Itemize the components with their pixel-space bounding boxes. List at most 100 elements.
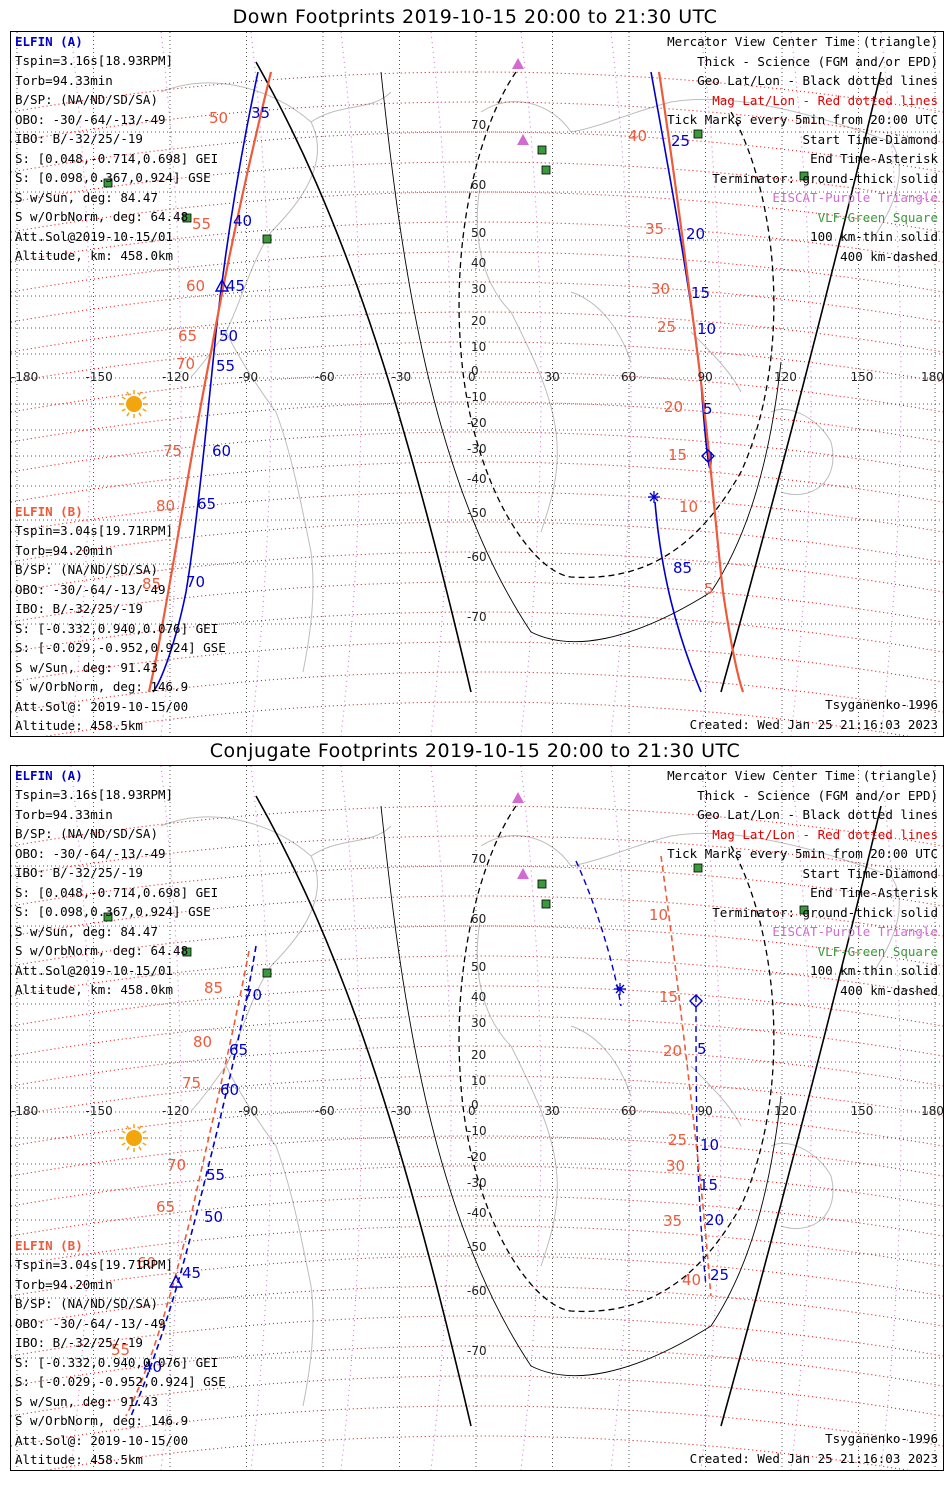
lon-tick-label: -60 [315, 1104, 335, 1118]
elfin-a-info-line: IBO: B/-32/25/-19 [15, 131, 143, 146]
elfin-b-tick-label: 85 [142, 575, 162, 593]
elfin-b-east-tick-label: 30 [651, 280, 671, 298]
map-panel-down: -180 -150 -120 -90 -60 -30 0 30 60 90 120 150 180 70 6… [10, 31, 944, 737]
legend-km400: 400 km-dashed [840, 982, 938, 998]
elfin-a-tick-label: 45 [182, 1264, 202, 1282]
lat-tick-label: -40 [467, 472, 487, 486]
legend-tick-marks: Tick Marks every 5min from 20:00 UTC [667, 846, 938, 861]
vlf-square-icon [262, 234, 272, 244]
legend-mag: Mag Lat/Lon - Red dotted lines [712, 826, 938, 842]
model-label: Tsyganenko-1996 [825, 1431, 938, 1446]
lat-tick-label: 0 [471, 1098, 479, 1112]
elfin-a-info-line: B/SP: (NA/ND/SD/SA) [15, 826, 158, 841]
elfin-b-info-line: IBO: B/-32/25/-19 [15, 1335, 143, 1350]
vlf-square-icon [799, 171, 809, 181]
elfin-b-info-line: S w/Sun, deg: 91.43 [15, 659, 158, 675]
lat-tick-label: -20 [467, 416, 487, 430]
legend-vlf: VLF-Green Square [817, 209, 938, 225]
elfin-b-tick-label: 55 [111, 1341, 131, 1359]
created-label: Created: Wed Jan 25 21:16:03 2023 [689, 1451, 938, 1466]
lat-tick-label: -30 [467, 442, 487, 456]
center-time-triangle-icon [168, 1274, 184, 1288]
legend-center-time: Mercator View Center Time (triangle) [667, 768, 938, 783]
lat-tick-label: -40 [467, 1206, 487, 1220]
legend-center-time: Mercator View Center Time (triangle) [667, 34, 938, 49]
elfin-a-tick-label: 60 [212, 442, 232, 460]
elfin-b-east-tick-label: 40 [628, 127, 648, 145]
elfin-b-east-tick-label: 35 [645, 220, 665, 238]
elfin-a-east-tick-label: 20 [686, 225, 706, 243]
elfin-a-info-line: Altitude, km: 458.0km [15, 248, 174, 263]
legend-eiscat: EISCAT-Purple Triangle [772, 190, 938, 205]
elfin-b-info-line: Torb=94.20min [15, 542, 113, 558]
lon-tick-label: 0 [468, 370, 476, 384]
elfin-b-tick-label: 50 [209, 109, 229, 127]
elfin-b-east-tick-label: 10 [679, 498, 699, 516]
lat-tick-label: 40 [471, 256, 487, 270]
elfin-a-tick-label: 40 [233, 212, 253, 230]
elfin-b-tick-label: 60 [186, 277, 206, 295]
elfin-a-info-line: S: [0.048,-0.714,0.698] GEI [15, 884, 219, 900]
lon-tick-label: -150 [85, 370, 113, 384]
elfin-a-tick-label: 35 [251, 104, 271, 122]
lon-tick-label: 90 [697, 370, 713, 384]
elfin-b-east-tick-label: 25 [657, 318, 677, 336]
vlf-square-icon [262, 968, 272, 978]
legend-geo: Geo Lat/Lon - Black dotted lines [697, 807, 938, 822]
lat-tick-label: 70 [471, 852, 487, 866]
elfin-b-east-tick-label: 20 [663, 1042, 683, 1060]
elfin-b-tick-label: 85 [204, 979, 224, 997]
elfin-a-name: ELFIN (A) [15, 768, 83, 783]
vlf-square-icon [693, 863, 703, 873]
elfin-a-info-line: S: [0.048,-0.714,0.698] GEI [15, 150, 219, 166]
elfin-a-east-tick-label: 85 [673, 559, 693, 577]
lat-tick-label: -20 [467, 1150, 487, 1164]
lat-tick-label: -70 [467, 610, 487, 624]
eiscat-triangle-icon [517, 134, 529, 145]
lon-tick-label: -150 [85, 1104, 113, 1118]
vlf-square-icon [103, 178, 113, 188]
elfin-a-tick-label: 40 [143, 1358, 163, 1376]
eiscat-triangle-icon [512, 58, 524, 69]
elfin-b-east-tick-label: 40 [682, 1271, 702, 1289]
lat-tick-label: -10 [467, 390, 487, 404]
lon-tick-label: 90 [697, 1104, 713, 1118]
lat-tick-label: -10 [467, 1124, 487, 1138]
elfin-a-east-tick-label: 5 [703, 400, 713, 418]
end-asterisk-icon [614, 983, 626, 995]
elfin-b-east-tick-label: 15 [659, 988, 679, 1006]
elfin-b-info-line: S w/OrbNorm, deg: 146.9 [15, 679, 189, 694]
elfin-a-tick-label: 45 [226, 277, 246, 295]
lat-tick-label: 30 [471, 282, 487, 296]
elfin-b-info-line: Torb=94.20min [15, 1276, 113, 1292]
elfin-b-info-line: B/SP: (NA/ND/SD/SA) [15, 562, 158, 577]
elfin-a-info-line: S w/OrbNorm, deg: 64.48 [15, 209, 189, 224]
elfin-b-tick-label: 55 [192, 215, 212, 233]
legend-start: Start Time-Diamond [802, 131, 938, 147]
eiscat-triangle-icon [517, 868, 529, 879]
legend-eiscat: EISCAT-Purple Triangle [772, 924, 938, 939]
lat-tick-label: 70 [471, 118, 487, 132]
vlf-square-icon [541, 899, 551, 909]
elfin-a-info-line: B/SP: (NA/ND/SD/SA) [15, 92, 158, 107]
lon-tick-label: -180 [11, 1104, 39, 1118]
lon-tick-label: 120 [774, 370, 797, 384]
elfin-b-info-line: S: [-0.332,0.940,0.076] GEI [15, 620, 219, 636]
lat-tick-label: -70 [467, 1344, 487, 1358]
lat-tick-label: -30 [467, 1176, 487, 1190]
elfin-a-info-line: Torb=94.33min [15, 72, 113, 88]
lon-tick-label: 150 [850, 370, 874, 384]
elfin-b-info-line: OBO: -30/-64/-13/-49 [15, 1315, 166, 1331]
created-label: Created: Wed Jan 25 21:16:03 2023 [689, 717, 938, 732]
elfin-a-tick-label: 50 [204, 1208, 224, 1226]
elfin-a-info-line: IBO: B/-32/25/-19 [15, 865, 143, 880]
lat-tick-label: 0 [471, 364, 479, 378]
lat-tick-label: 10 [471, 340, 487, 354]
elfin-b-tick-label: 80 [156, 497, 176, 515]
legend-end: End Time-Asterisk [810, 885, 938, 900]
elfin-b-info-line: Altitude: 458.5km [15, 1452, 143, 1467]
lat-tick-label: 40 [471, 990, 487, 1004]
lon-tick-label: 0 [468, 1104, 476, 1118]
lat-tick-label: 10 [471, 1074, 487, 1088]
lon-tick-label: 150 [850, 1104, 874, 1118]
